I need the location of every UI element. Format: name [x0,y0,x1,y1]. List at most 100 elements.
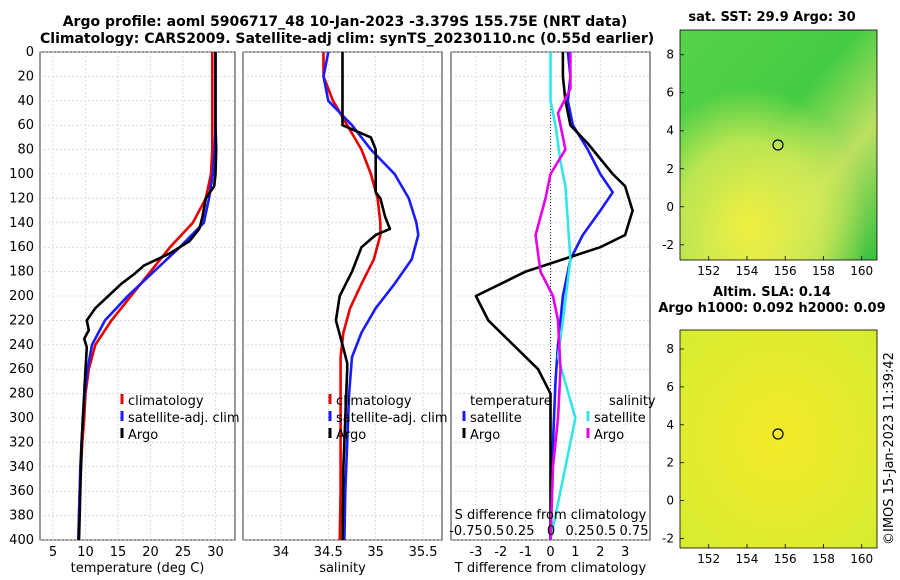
y-tick-label: 140 [9,216,34,231]
x-axis-label: T difference from climatology [454,561,647,576]
sla-map-title-line2: Argo h1000: 0.092 h2000: 0.09 [658,301,886,316]
map-x-tick-label: 156 [774,552,797,566]
map-y-tick-label: -2 [662,238,674,252]
map-y-tick-label: -2 [662,532,674,546]
map-x-tick-label: 160 [850,264,873,278]
x-tick-label: 0 [546,545,554,560]
x-axis-label: salinity [319,561,366,576]
x-tick-label: 2 [596,545,604,560]
x-tick-label: 30 [207,545,224,560]
secondary-x-tick-label: 0.25 [506,524,535,539]
series-line-argo [77,52,218,541]
sla-argo-position-marker [772,428,784,440]
x-tick-label: 15 [110,545,127,560]
series-line-s-argo [534,52,572,541]
sla-map-frame [679,329,878,549]
x-tick-label: -2 [494,545,507,560]
x-tick-label: 35 [367,545,384,560]
x-tick-label: -1 [519,545,532,560]
y-tick-label: 220 [9,313,34,328]
map-y-tick-label: 8 [666,342,674,356]
y-tick-label: 20 [17,69,34,84]
secondary-x-tick-label: -0.75 [449,524,483,539]
map-x-tick-label: 152 [697,552,720,566]
y-tick-label: 360 [9,484,34,499]
x-tick-label: 3 [621,545,629,560]
y-tick-label: 0 [26,45,34,60]
x-tick-label: 5 [49,545,57,560]
sst-map-title: sat. SST: 29.9 Argo: 30 [688,10,856,25]
secondary-x-axis-label: S difference from climatology [455,508,647,523]
x-tick-label: 10 [77,545,94,560]
y-tick-label: 300 [9,411,34,426]
map-x-tick-label: 158 [812,264,835,278]
sst-argo-position-marker [772,139,784,151]
y-tick-label: 340 [9,460,34,475]
secondary-x-tick-label: 0 [547,524,555,539]
map-y-tick-label: 6 [666,86,674,100]
x-tick-label: -3 [469,545,482,560]
sla-map-title-line1: Altim. SLA: 0.14 [713,285,831,300]
y-tick-label: 120 [9,191,34,206]
y-tick-label: 80 [17,143,34,158]
legend-label: climatology [336,394,412,409]
y-tick-label: 380 [9,509,34,524]
map-x-tick-label: 154 [735,264,758,278]
map-y-tick-label: 0 [666,494,674,508]
x-axis-label: temperature (deg C) [71,561,205,576]
x-tick-label: 34 [273,545,290,560]
legend-label: Argo [594,428,624,443]
y-tick-label: 40 [17,94,34,109]
legend-label: Argo [336,428,366,443]
map-y-tick-label: 2 [666,456,674,470]
x-tick-label: 1 [571,545,579,560]
map-y-tick-label: 0 [666,200,674,214]
y-tick-label: 60 [17,118,34,133]
x-tick-label: 35.5 [409,545,438,560]
x-tick-label: 34.5 [314,545,343,560]
y-tick-label: 100 [9,167,34,182]
legend-label: satellite-adj. clim [128,411,240,426]
y-tick-label: 160 [9,240,34,255]
map-y-tick-label: 8 [666,48,674,62]
map-y-tick-label: 4 [666,124,674,138]
legend-label: Argo [470,428,500,443]
profile-panel-2: 34 34.5 35 35.5 salinity climatology satellite… [242,51,448,576]
legend-label: satellite [470,411,522,426]
series-line-t-argo [474,52,634,540]
profile-panel-3: -3 -2 -1 0 1 2 3T difference from climatology t… [449,51,656,576]
plot-title-line2: Climatology: CARS2009. Satellite-adj cli… [40,31,655,47]
legend-label: climatology [128,394,204,409]
map-x-tick-label: 156 [774,264,797,278]
x-tick-label: 25 [175,545,192,560]
sst-map: 152 154 156 158 160 -2 0 2 4 6 8 [662,29,878,278]
y-tick-label: 200 [9,289,34,304]
series-line-satellite-adj-clim [322,51,420,541]
legend-title-temperature: temperature [470,394,552,409]
series-line-s-satellite [549,52,577,541]
sst-map-frame [679,29,878,261]
map-x-tick-label: 158 [812,552,835,566]
plot-title-line1: Argo profile: aoml 5906717_48 10-Jan-202… [62,14,628,30]
series-line-t-satellite [549,51,614,541]
map-x-tick-label: 152 [697,264,720,278]
secondary-x-tick-label: 0.5 [596,524,617,539]
map-y-tick-label: 2 [666,162,674,176]
legend-label: Argo [128,428,158,443]
secondary-x-tick-label: 0.5 [484,524,505,539]
series-line-argo [334,52,392,541]
x-tick-label: 20 [142,545,159,560]
map-x-tick-label: 154 [735,552,758,566]
y-tick-label: 260 [9,362,34,377]
legend-label: satellite-adj. clim [336,411,448,426]
sst-map-warm-field [680,30,877,260]
legend-label: satellite [594,411,646,426]
y-tick-label: 320 [9,435,34,450]
map-y-tick-label: 4 [666,418,674,432]
y-tick-label: 280 [9,387,34,402]
y-tick-label: 180 [9,265,34,280]
series-line-climatology [322,52,382,541]
profile-panel-1: 0 20 40 60 80 100 120 140 160 180 200 220 240 260 280 3… [9,45,239,576]
map-x-tick-label: 160 [850,552,873,566]
